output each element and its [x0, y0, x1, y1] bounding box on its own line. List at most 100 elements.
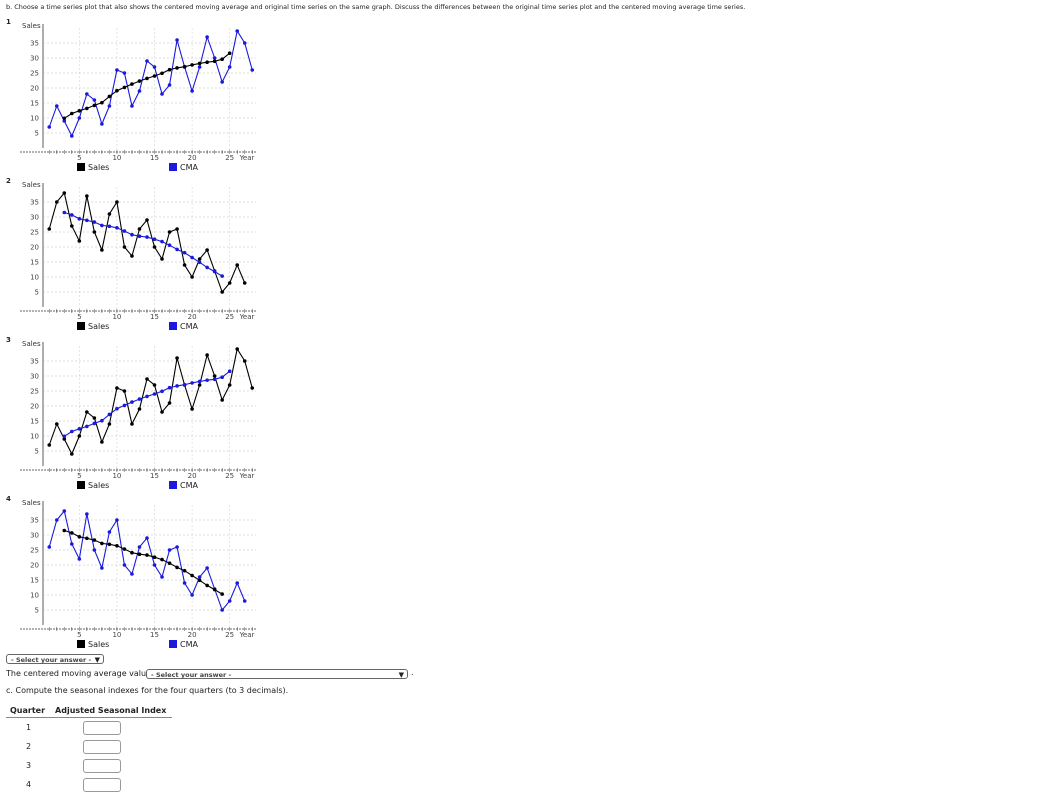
legend-swatch: [77, 481, 85, 489]
option-number[interactable]: 3: [6, 336, 11, 344]
sales-point: [197, 383, 202, 387]
x-tick-label: 10: [112, 313, 121, 319]
legend-swatch: [169, 163, 177, 171]
x-tick-label: 5: [77, 313, 81, 319]
cma-point: [197, 260, 202, 265]
sales-point: [152, 383, 157, 387]
cma-point: [145, 235, 149, 239]
cma-select[interactable]: - Select your answer - ▼: [146, 669, 408, 679]
option-number[interactable]: 1: [6, 18, 11, 26]
seasonal-index-input-q2[interactable]: [83, 739, 122, 754]
x-tick-label: 10: [112, 154, 121, 160]
y-tick-label: 35: [30, 40, 39, 48]
seasonal-index-input-q1[interactable]: [83, 720, 122, 735]
y-tick-label: 5: [35, 289, 39, 297]
sales-point: [54, 422, 59, 426]
cma-point: [62, 528, 67, 533]
cma-point: [220, 375, 224, 379]
cma-point: [220, 57, 224, 61]
option-number[interactable]: 2: [6, 177, 11, 185]
y-tick-label: 35: [30, 517, 39, 525]
cma-point: [70, 213, 74, 217]
sales-point: [227, 281, 232, 285]
sales-point: [47, 443, 52, 447]
part-c-prompt: c. Compute the seasonal indexes for the …: [6, 686, 289, 695]
option-chart-3[interactable]: Sales 35 30 25 20 15 10 5 5 10 15 20 25 Year: [0, 338, 262, 482]
legend-sales: Sales: [77, 481, 109, 490]
sales-point: [85, 92, 89, 96]
sales-point: [212, 56, 217, 60]
table-row: 1: [6, 718, 172, 738]
sales-point: [197, 257, 202, 261]
cma-point: [205, 60, 209, 64]
legend-label: Sales: [88, 322, 110, 331]
sales-line: [48, 347, 253, 456]
sales-point: [242, 359, 247, 363]
sales-point: [152, 563, 157, 567]
cma-point: [100, 223, 104, 228]
sales-point: [227, 383, 232, 387]
discussion-select[interactable]: - Select your answer - ▼: [6, 654, 104, 664]
sales-point: [107, 530, 112, 534]
cma-point: [107, 412, 112, 417]
y-axis-label: Sales: [22, 181, 41, 189]
x-axis-label: Year: [239, 313, 255, 319]
option-number[interactable]: 4: [6, 495, 11, 503]
y-tick-label: 10: [30, 115, 39, 123]
quarter-number: 4: [25, 780, 32, 789]
cma-point: [175, 66, 179, 70]
option-chart-2[interactable]: Sales 35 30 25 20 15 10 5 5 10 15 20 25 Year: [0, 179, 262, 323]
sales-point: [122, 563, 127, 567]
sales-point: [92, 98, 97, 102]
legend-swatch: [77, 163, 85, 171]
y-tick-label: 15: [30, 577, 39, 585]
cma-point: [77, 217, 82, 221]
cma-point: [152, 555, 157, 559]
cma-point: [100, 100, 104, 105]
sales-point: [160, 92, 164, 96]
sales-point: [77, 434, 82, 438]
x-tick-label: 25: [225, 154, 234, 160]
cma-point: [130, 400, 134, 404]
sales-point: [47, 125, 52, 129]
cma-point: [85, 218, 89, 223]
y-tick-label: 5: [35, 448, 39, 456]
seasonal-index-input-q4[interactable]: [83, 777, 122, 792]
y-tick-label: 35: [30, 358, 39, 366]
cma-point: [92, 421, 97, 426]
sales-point: [205, 35, 209, 39]
sales-point: [107, 212, 112, 216]
y-tick-label: 10: [30, 433, 39, 441]
x-tick-label: 20: [188, 313, 197, 319]
cma-point: [152, 392, 157, 396]
seasonal-index-input-q3[interactable]: [83, 758, 122, 773]
cma-sentence: The centered moving average values: [6, 669, 156, 678]
cma-point: [160, 71, 164, 76]
time-series-plot: Sales 35 30 25 20 15 10 5 5 10 15 20 25 Year: [20, 22, 256, 162]
cma-point: [92, 538, 97, 542]
cma-point: [85, 424, 89, 429]
cma-point: [160, 389, 164, 394]
y-tick-label: 30: [30, 532, 39, 540]
cma-point: [167, 385, 172, 390]
y-tick-label: 5: [35, 130, 39, 138]
cma-point: [152, 237, 157, 241]
sales-point: [242, 599, 247, 603]
sales-point: [160, 257, 164, 261]
legend-label: CMA: [180, 481, 198, 490]
sales-point: [175, 38, 179, 42]
option-chart-1[interactable]: Sales 35 30 25 20 15 10 5 5 10 15 20 25 Year: [0, 20, 262, 164]
option-chart-4[interactable]: Sales 35 30 25 20 15 10 5 5 10 15 20 25 Year: [0, 497, 262, 641]
legend-swatch: [169, 322, 177, 330]
cma-point: [115, 226, 119, 230]
x-tick-label: 20: [188, 631, 197, 637]
sales-point: [92, 548, 97, 552]
cma-point: [137, 79, 142, 83]
cma-point: [62, 434, 67, 439]
cma-point: [197, 61, 202, 66]
legend-sales: Sales: [77, 163, 109, 172]
sales-point: [54, 518, 59, 522]
sales-point: [235, 263, 240, 267]
cma-point: [130, 232, 134, 237]
sales-point: [107, 104, 112, 108]
